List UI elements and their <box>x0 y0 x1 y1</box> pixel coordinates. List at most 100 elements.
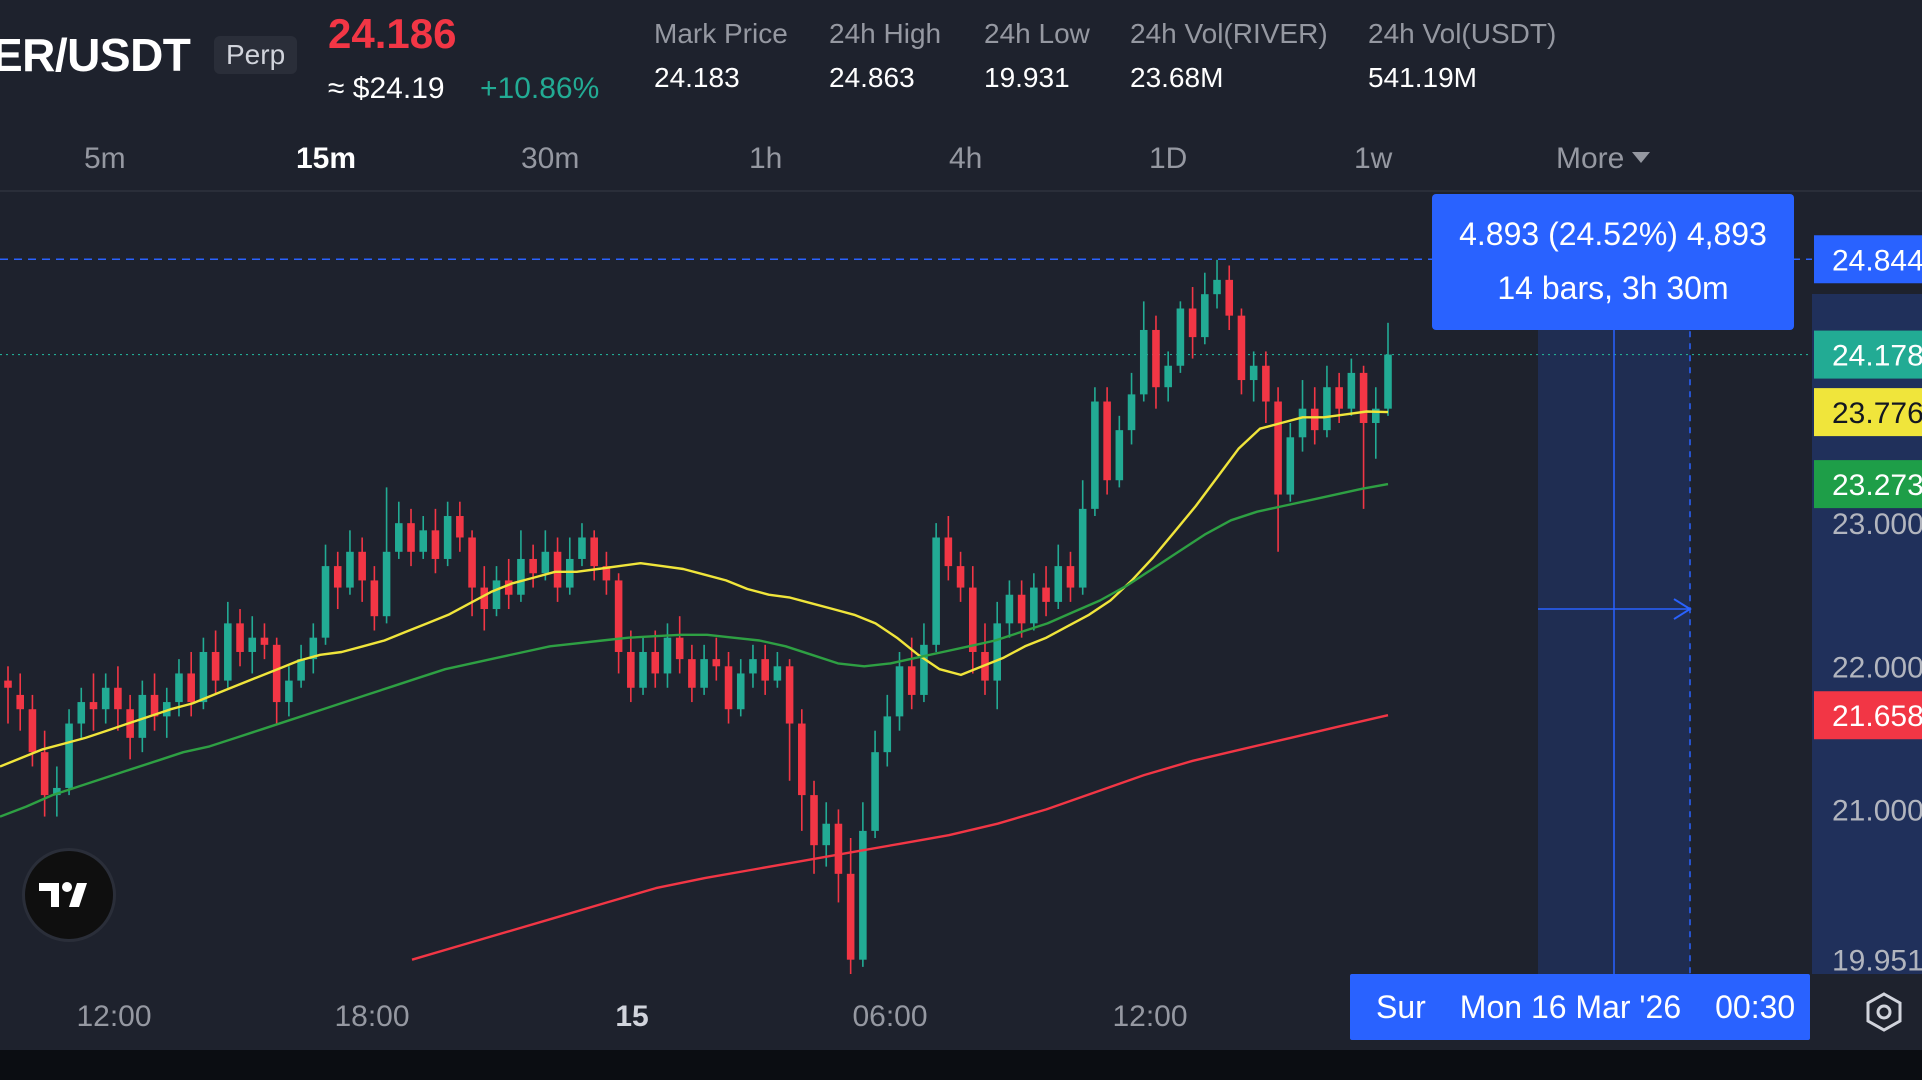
candle-body <box>956 566 965 588</box>
caret-down-icon <box>1632 151 1651 163</box>
price-label-text-ma-slow: 21.658 <box>1832 700 1922 733</box>
timeframe-5m[interactable]: 5m <box>84 142 126 175</box>
candle-body <box>1359 372 1368 423</box>
time-axis: 12:00 18:00 15 06:00 12:00 <box>76 1000 1187 1033</box>
candle-body <box>77 702 86 724</box>
low-24h-value: 19.931 <box>984 62 1070 93</box>
candle-body <box>663 637 672 674</box>
candle-body <box>114 687 122 710</box>
candle-body <box>1213 279 1221 295</box>
candle-body <box>1201 294 1209 338</box>
change-percent: +10.86% <box>480 72 600 105</box>
candle-body <box>993 623 1001 681</box>
price-label-ma-mid <box>1814 460 1922 509</box>
candle-body <box>1017 594 1026 624</box>
approx-usd-price: ≈ $24.19 <box>328 72 445 105</box>
candle-body <box>1176 308 1185 366</box>
measure-bars-text: 14 bars, 3h 30m <box>1497 270 1729 306</box>
candle-body <box>1249 365 1258 381</box>
crosshair-time: 00:30 <box>1715 989 1796 1025</box>
candle-body <box>529 558 537 574</box>
timeframe-15m[interactable]: 15m <box>296 142 357 175</box>
vol-river-value: 23.68M <box>1130 62 1224 93</box>
timeframe-1w[interactable]: 1w <box>1354 142 1393 175</box>
last-price: 24.186 <box>328 10 457 57</box>
ma-slow-line <box>411 714 1389 961</box>
candle-body <box>1091 401 1099 509</box>
candle-body <box>651 651 660 674</box>
candle-body <box>810 795 818 846</box>
candle-body <box>627 651 635 688</box>
tradingview-logo-icon[interactable] <box>22 848 116 942</box>
candle-body <box>1066 566 1075 588</box>
moving-averages <box>0 410 1389 961</box>
chart-area[interactable]: 23.000 22.000 21.000 19.951 24.844 24.178 23.7… <box>0 194 1922 1050</box>
candle-body <box>883 716 892 753</box>
candle-body <box>65 723 73 788</box>
perp-badge: Perp <box>214 36 298 74</box>
candle-body <box>553 551 562 588</box>
price-label-text-ma-mid: 23.273 <box>1832 469 1922 502</box>
timeframe-bar: 5m 15m 30m 1h 4h 1D 1w More <box>0 128 1922 192</box>
ma-fast-line <box>0 410 1389 768</box>
candle-body <box>1115 430 1124 481</box>
settings-icon[interactable] <box>1862 990 1906 1034</box>
candle-body <box>1310 408 1319 431</box>
candle-body <box>1384 354 1392 409</box>
candle-body <box>1054 566 1063 602</box>
crosshair-day: Sur <box>1376 989 1426 1025</box>
candle-body <box>675 637 684 660</box>
time-tick-label: 15 <box>615 1000 648 1033</box>
timeframe-1h[interactable]: 1h <box>749 142 783 175</box>
price-label-last-price <box>1814 330 1922 379</box>
price-tick-label: 23.000 <box>1832 508 1922 541</box>
vol-river-label: 24h Vol(RIVER) <box>1130 18 1328 49</box>
candle-body <box>4 680 12 688</box>
more-timeframes-button[interactable]: More <box>1556 142 1651 176</box>
candle-body <box>1225 279 1234 316</box>
candle-body <box>236 623 244 652</box>
candle-body <box>407 523 415 552</box>
price-tick-label: 22.000 <box>1832 651 1922 684</box>
candles <box>4 259 1392 974</box>
candle-body <box>138 694 147 738</box>
high-24h-label: 24h High <box>829 18 942 49</box>
candle-body <box>846 873 855 960</box>
candle-body <box>773 666 782 681</box>
candle-body <box>150 694 159 717</box>
candle-body <box>370 580 379 617</box>
candle-body <box>358 551 366 581</box>
candle-body <box>859 830 867 960</box>
candle-body <box>712 659 721 667</box>
candle-body <box>1078 508 1087 588</box>
candle-body <box>688 659 696 688</box>
candle-body <box>285 680 293 703</box>
crosshair-date-label: Sur Mon 16 Mar '26 00:30 <box>1350 974 1810 1040</box>
candle-body <box>40 752 49 796</box>
candle-body <box>1127 394 1136 431</box>
candle-body <box>1042 587 1050 602</box>
timeframe-1d[interactable]: 1D <box>1149 142 1188 175</box>
price-chart[interactable]: 23.000 22.000 21.000 19.951 24.844 24.178 23.7… <box>0 194 1922 1050</box>
candle-body <box>309 637 318 660</box>
candle-body <box>456 516 464 538</box>
price-label-text-ma-fast: 23.776 <box>1832 397 1922 430</box>
price-label-measure-top <box>1814 235 1922 284</box>
candle-body <box>1103 401 1111 481</box>
candle-body <box>834 823 843 874</box>
measure-change-text: 4.893 (24.52%) 4,893 <box>1459 216 1767 252</box>
candle-body <box>932 537 940 645</box>
symbol-name[interactable]: ER/USDT <box>0 29 191 81</box>
candle-body <box>101 687 110 710</box>
timeframe-4h[interactable]: 4h <box>949 142 983 175</box>
candle-body <box>724 666 733 710</box>
timeframe-30m[interactable]: 30m <box>521 142 580 175</box>
candle-body <box>297 659 305 681</box>
measure-arrow-right-icon <box>1673 598 1692 620</box>
more-label: More <box>1556 142 1625 175</box>
time-tick-label: 12:00 <box>76 1000 151 1033</box>
vol-usdt-value: 541.19M <box>1368 62 1477 93</box>
candle-body <box>639 651 647 688</box>
candle-body <box>749 659 757 674</box>
candle-body <box>224 623 232 681</box>
